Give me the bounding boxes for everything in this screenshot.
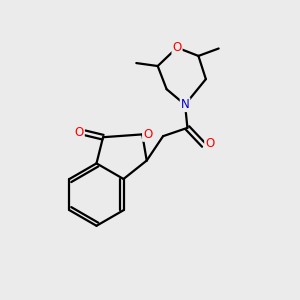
Text: O: O: [75, 126, 84, 139]
Text: O: O: [172, 41, 182, 54]
Text: N: N: [181, 98, 189, 111]
Text: O: O: [143, 128, 152, 141]
Text: O: O: [205, 137, 214, 150]
